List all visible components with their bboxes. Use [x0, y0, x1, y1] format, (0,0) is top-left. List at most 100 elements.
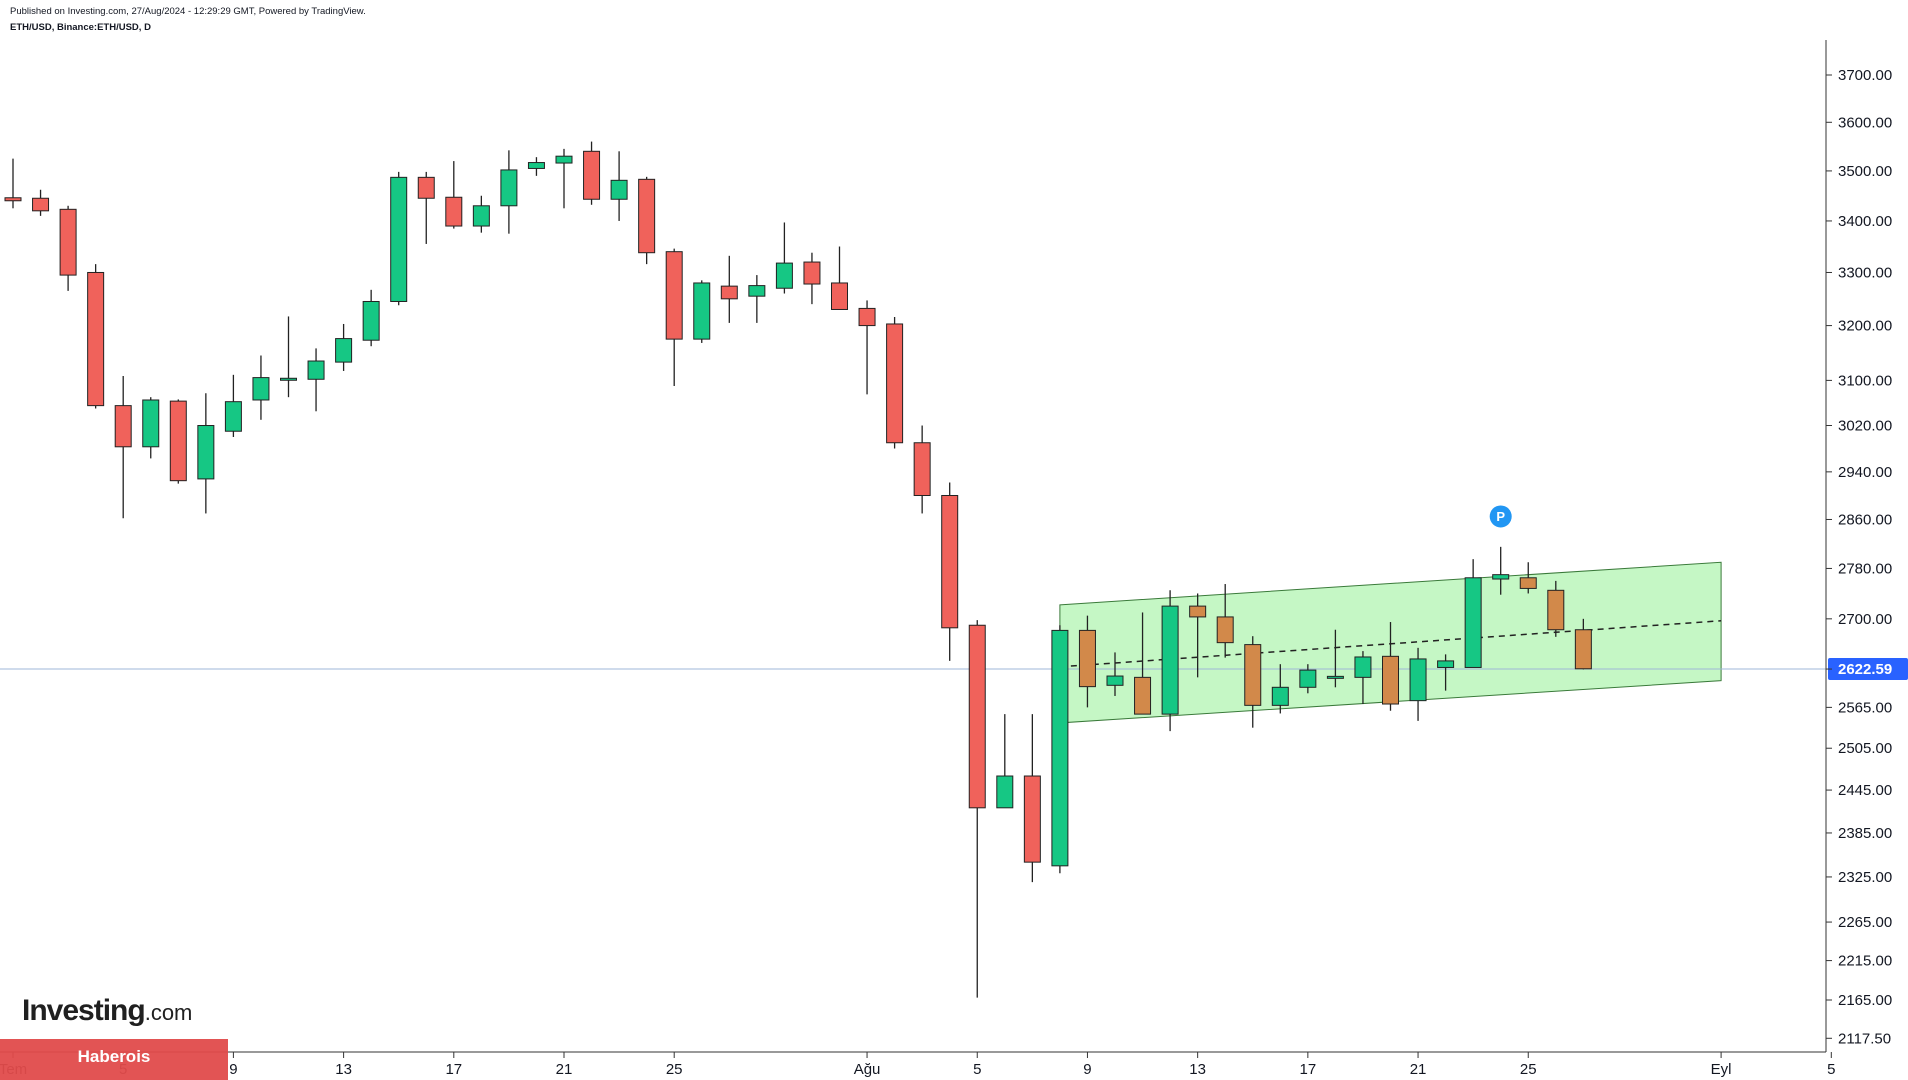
candle-body[interactable] — [1023, 775, 1041, 863]
candle-body[interactable] — [1574, 629, 1592, 670]
current-price-badge — [1828, 658, 1908, 681]
candle-body[interactable] — [362, 300, 380, 341]
candle-body[interactable] — [748, 285, 766, 297]
candle-body[interactable] — [1519, 577, 1537, 589]
x-tick-label: 9 — [1083, 1061, 1091, 1078]
candle-body[interactable] — [500, 169, 518, 207]
candle-body[interactable] — [941, 494, 959, 629]
price-marker-icon[interactable] — [1489, 505, 1512, 528]
candle-body[interactable] — [858, 307, 876, 327]
candle-body[interactable] — [886, 323, 904, 444]
candle-body[interactable] — [1134, 676, 1152, 715]
candle-body[interactable] — [1437, 660, 1455, 668]
candle-body[interactable] — [1161, 605, 1179, 715]
y-tick-label: 2325.00 — [1838, 869, 1892, 886]
investing-logo: Investing.com — [22, 994, 192, 1028]
candle-body[interactable] — [1271, 686, 1289, 706]
current-price-label: 2622.59 — [1838, 661, 1892, 678]
y-tick-label: 3400.00 — [1838, 213, 1892, 230]
x-tick-label: 25 — [666, 1061, 683, 1078]
x-tick-label: 5 — [973, 1061, 981, 1078]
candle-body[interactable] — [803, 261, 821, 285]
candle-body[interactable] — [1216, 616, 1234, 644]
candle-body[interactable] — [197, 425, 215, 480]
candle-body[interactable] — [996, 775, 1014, 809]
y-tick-label: 2385.00 — [1838, 825, 1892, 842]
candle-body[interactable] — [4, 197, 22, 202]
candle-body[interactable] — [1382, 655, 1399, 705]
y-tick-label: 2860.00 — [1838, 511, 1892, 528]
candle-body[interactable] — [638, 178, 656, 254]
candle-body[interactable] — [1354, 656, 1372, 678]
candle-body[interactable] — [32, 197, 50, 212]
candle-body[interactable] — [968, 624, 986, 809]
x-tick-label: 25 — [1520, 1061, 1537, 1078]
y-tick-label: 3100.00 — [1838, 372, 1892, 389]
candle-body[interactable] — [527, 162, 545, 169]
candle-body[interactable] — [583, 150, 601, 200]
candle-body[interactable] — [1492, 574, 1510, 580]
candle-body[interactable] — [1299, 669, 1317, 688]
x-tick-label: 9 — [229, 1061, 237, 1078]
candle-body[interactable] — [390, 176, 408, 302]
y-tick-label: 2265.00 — [1838, 914, 1892, 931]
x-tick-label: 21 — [1410, 1061, 1427, 1078]
candle-body[interactable] — [280, 377, 297, 381]
candle-body[interactable] — [693, 282, 711, 340]
y-tick-label: 3500.00 — [1838, 163, 1892, 180]
x-tick-label: Eyl — [1711, 1061, 1732, 1078]
candle-body[interactable] — [1464, 577, 1482, 668]
y-tick-label: 2700.00 — [1838, 611, 1892, 628]
candle-body[interactable] — [472, 205, 490, 227]
x-tick-label: 13 — [335, 1061, 352, 1078]
logo-main-text: Investing — [22, 994, 146, 1027]
y-tick-label: 2940.00 — [1838, 464, 1892, 481]
published-info: Published on Investing.com, 27/Aug/2024 … — [10, 6, 366, 17]
y-tick-label: 2780.00 — [1838, 560, 1892, 577]
haberois-banner: Haberois — [0, 1039, 228, 1080]
candle-body[interactable] — [1189, 605, 1207, 618]
candle-body[interactable] — [720, 285, 738, 300]
candle-body[interactable] — [1106, 675, 1124, 686]
candle-body[interactable] — [831, 282, 848, 310]
y-tick-label: 2215.00 — [1838, 953, 1892, 970]
candle-body[interactable] — [1078, 629, 1096, 688]
candle-body[interactable] — [252, 377, 270, 401]
y-tick-label: 3020.00 — [1838, 418, 1892, 435]
y-tick-label: 3700.00 — [1838, 67, 1892, 84]
y-tick-label: 3200.00 — [1838, 318, 1892, 335]
candle-body[interactable] — [1326, 675, 1344, 679]
candle-body[interactable] — [610, 179, 628, 200]
candle-body[interactable] — [224, 401, 242, 432]
y-tick-label: 2565.00 — [1838, 699, 1892, 716]
x-tick-label: 17 — [445, 1061, 462, 1078]
candle-body[interactable] — [59, 208, 77, 276]
candle-body[interactable] — [142, 399, 160, 448]
candle-body[interactable] — [665, 251, 683, 340]
candle-body[interactable] — [335, 338, 353, 363]
candle-body[interactable] — [1244, 644, 1262, 706]
price-marker-label: P — [1496, 509, 1505, 524]
candle-body[interactable] — [87, 271, 105, 407]
candle-body[interactable] — [114, 405, 132, 448]
y-tick-label: 2117.50 — [1838, 1030, 1891, 1047]
x-tick-label: Ağu — [854, 1061, 881, 1078]
candle-body[interactable] — [1409, 658, 1427, 702]
candle-body[interactable] — [169, 400, 187, 482]
candle-body[interactable] — [1547, 589, 1565, 631]
x-tick-label: 17 — [1300, 1061, 1317, 1078]
y-tick-label: 2165.00 — [1838, 992, 1892, 1009]
symbol-info: ETH/USD, Binance:ETH/USD, D — [10, 22, 151, 33]
candle-body[interactable] — [775, 262, 793, 289]
y-tick-label: 3600.00 — [1838, 114, 1892, 131]
candle-body[interactable] — [1051, 629, 1069, 867]
candle-body[interactable] — [307, 360, 325, 380]
candle-body[interactable] — [417, 176, 435, 199]
y-tick-label: 2445.00 — [1838, 782, 1892, 799]
y-tick-label: 3300.00 — [1838, 264, 1892, 281]
candle-body[interactable] — [913, 442, 931, 496]
candle-body[interactable] — [555, 155, 573, 164]
candle-body[interactable] — [445, 196, 463, 227]
x-tick-label: 13 — [1189, 1061, 1206, 1078]
